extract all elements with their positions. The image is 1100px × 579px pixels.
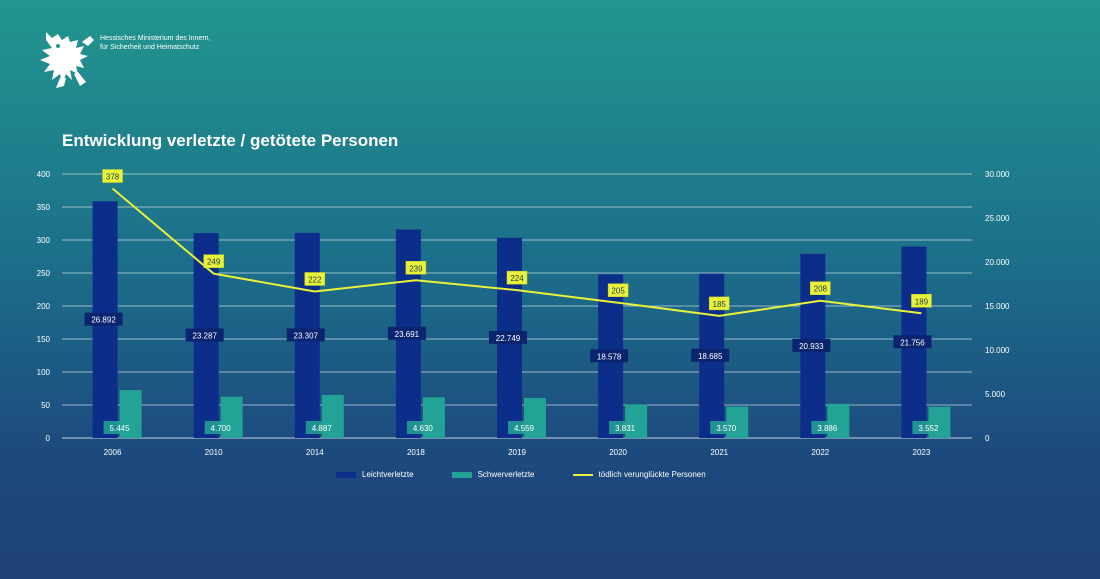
data-label-box-schwerverletzte xyxy=(305,421,338,434)
y-left-tick-label: 50 xyxy=(41,401,50,410)
y-right-tick-label: 15.000 xyxy=(985,302,1010,311)
data-label-toedlich: 189 xyxy=(915,297,929,306)
data-label-box-schwerverletzte xyxy=(710,421,743,434)
x-tick-label: 2014 xyxy=(306,448,324,457)
x-tick-label: 2021 xyxy=(710,448,728,457)
data-label-leichtverletzte: 18.685 xyxy=(698,352,723,361)
y-left-tick-label: 200 xyxy=(37,302,51,311)
data-label-toedlich: 208 xyxy=(814,285,828,294)
data-label-leichtverletzte: 23.307 xyxy=(294,331,319,340)
data-label-box-toedlich xyxy=(304,272,326,286)
y-right-tick-label: 10.000 xyxy=(985,346,1010,355)
data-label-leichtverletzte: 23.287 xyxy=(192,332,217,341)
ministry-name: Hessisches Ministerium des Innern, für S… xyxy=(100,34,211,52)
data-label-box-leichtverletzte xyxy=(185,328,224,342)
legend-item-schwerverletzte: Schwerverletzte xyxy=(451,470,535,479)
data-label-box-schwerverletzte xyxy=(508,421,540,434)
y-left-tick-label: 400 xyxy=(37,170,51,179)
legend-label-toedlich: tödlich verunglückte Personen xyxy=(598,470,706,479)
legend-label-schwerverletzte: Schwerverletzte xyxy=(477,470,535,479)
data-label-schwerverletzte: 4.887 xyxy=(312,424,333,433)
data-label-schwerverletzte: 4.559 xyxy=(514,424,535,433)
data-label-box-leichtverletzte xyxy=(387,326,426,340)
y-right-tick-label: 0 xyxy=(985,434,990,443)
data-label-box-toedlich xyxy=(708,296,730,311)
y-left-tick-label: 250 xyxy=(37,269,51,278)
data-label-leichtverletzte: 21.756 xyxy=(900,338,925,347)
data-label-box-toedlich xyxy=(203,254,224,268)
line-toedlich xyxy=(111,187,922,317)
data-label-toedlich: 205 xyxy=(611,287,625,296)
y-left-tick-label: 300 xyxy=(37,236,51,245)
data-label-box-toedlich xyxy=(607,283,629,297)
data-label-schwerverletzte: 3.552 xyxy=(918,424,939,433)
x-tick-label: 2023 xyxy=(913,448,931,457)
data-label-box-leichtverletzte xyxy=(691,348,730,362)
data-label-box-toedlich xyxy=(911,294,932,308)
data-label-box-toedlich xyxy=(506,270,528,285)
x-tick-label: 2019 xyxy=(508,448,526,457)
y-left-tick-label: 150 xyxy=(37,335,51,344)
data-label-toedlich: 185 xyxy=(713,300,727,309)
data-label-schwerverletzte: 4.700 xyxy=(211,424,232,433)
data-label-box-schwerverletzte xyxy=(406,421,439,434)
legend-swatch-toedlich xyxy=(572,473,593,476)
data-label-leichtverletzte: 18.578 xyxy=(597,352,622,361)
hessian-lion-icon xyxy=(40,32,94,88)
data-label-toedlich: 224 xyxy=(510,274,524,283)
y-right-tick-label: 20.000 xyxy=(985,258,1010,267)
legend-swatch-leichtverletzte xyxy=(336,471,356,478)
data-label-box-leichtverletzte xyxy=(489,330,527,344)
ministry-line-2: für Sicherheit und Heimatschutz xyxy=(100,44,200,51)
data-label-leichtverletzte: 22.749 xyxy=(496,334,521,343)
data-label-schwerverletzte: 4.630 xyxy=(413,424,434,433)
y-left-tick-label: 350 xyxy=(37,203,51,212)
data-label-box-schwerverletzte xyxy=(811,421,844,434)
data-label-box-leichtverletzte xyxy=(286,328,325,342)
x-tick-label: 2020 xyxy=(609,448,627,457)
chart-legend: Leichtverletzte Schwerverletzte tödlich … xyxy=(336,470,744,479)
data-label-leichtverletzte: 20.933 xyxy=(799,342,824,351)
header: Hessisches Ministerium des Innern, für S… xyxy=(38,28,211,90)
legend-label-leichtverletzte: Leichtverletzte xyxy=(362,470,414,479)
data-label-box-schwerverletzte xyxy=(204,421,237,434)
x-tick-label: 2018 xyxy=(407,448,425,457)
data-label-schwerverletzte: 3.570 xyxy=(716,424,737,433)
data-label-toedlich: 249 xyxy=(207,258,221,267)
data-label-schwerverletzte: 3.831 xyxy=(615,424,636,433)
x-tick-label: 2022 xyxy=(811,448,829,457)
y-right-tick-label: 30.000 xyxy=(985,170,1010,179)
data-label-box-leichtverletzte xyxy=(792,338,831,352)
data-label-box-leichtverletzte xyxy=(893,335,932,349)
y-right-tick-label: 5.000 xyxy=(985,390,1006,399)
y-left-tick-label: 100 xyxy=(37,368,51,377)
data-label-schwerverletzte: 5.445 xyxy=(110,424,131,433)
ministry-line-1: Hessisches Ministerium des Innern, xyxy=(100,35,211,42)
data-label-leichtverletzte: 23.691 xyxy=(395,330,420,339)
data-label-box-toedlich xyxy=(810,281,831,295)
data-label-toedlich: 378 xyxy=(106,173,120,182)
legend-item-toedlich: tödlich verunglückte Personen xyxy=(572,470,706,479)
x-tick-label: 2006 xyxy=(104,448,122,457)
data-label-box-leichtverletzte xyxy=(590,349,629,363)
data-label-schwerverletzte: 3.886 xyxy=(817,424,838,433)
data-label-leichtverletzte: 26.892 xyxy=(91,316,116,325)
legend-swatch-schwerverletzte xyxy=(451,471,472,478)
x-tick-label: 2010 xyxy=(205,448,223,457)
data-label-box-schwerverletzte xyxy=(912,421,945,434)
data-label-toedlich: 239 xyxy=(409,264,423,273)
chart-title: Entwicklung verletzte / getötete Persone… xyxy=(62,131,399,150)
data-label-toedlich: 222 xyxy=(308,275,322,284)
data-label-box-schwerverletzte xyxy=(609,421,642,434)
data-label-box-schwerverletzte xyxy=(103,421,136,434)
y-right-tick-label: 25.000 xyxy=(985,214,1010,223)
data-label-box-leichtverletzte xyxy=(84,312,123,326)
data-label-box-toedlich xyxy=(405,261,427,275)
legend-item-leichtverletzte: Leichtverletzte xyxy=(336,470,414,479)
y-left-tick-label: 0 xyxy=(46,434,51,443)
data-label-box-toedlich xyxy=(102,169,123,183)
